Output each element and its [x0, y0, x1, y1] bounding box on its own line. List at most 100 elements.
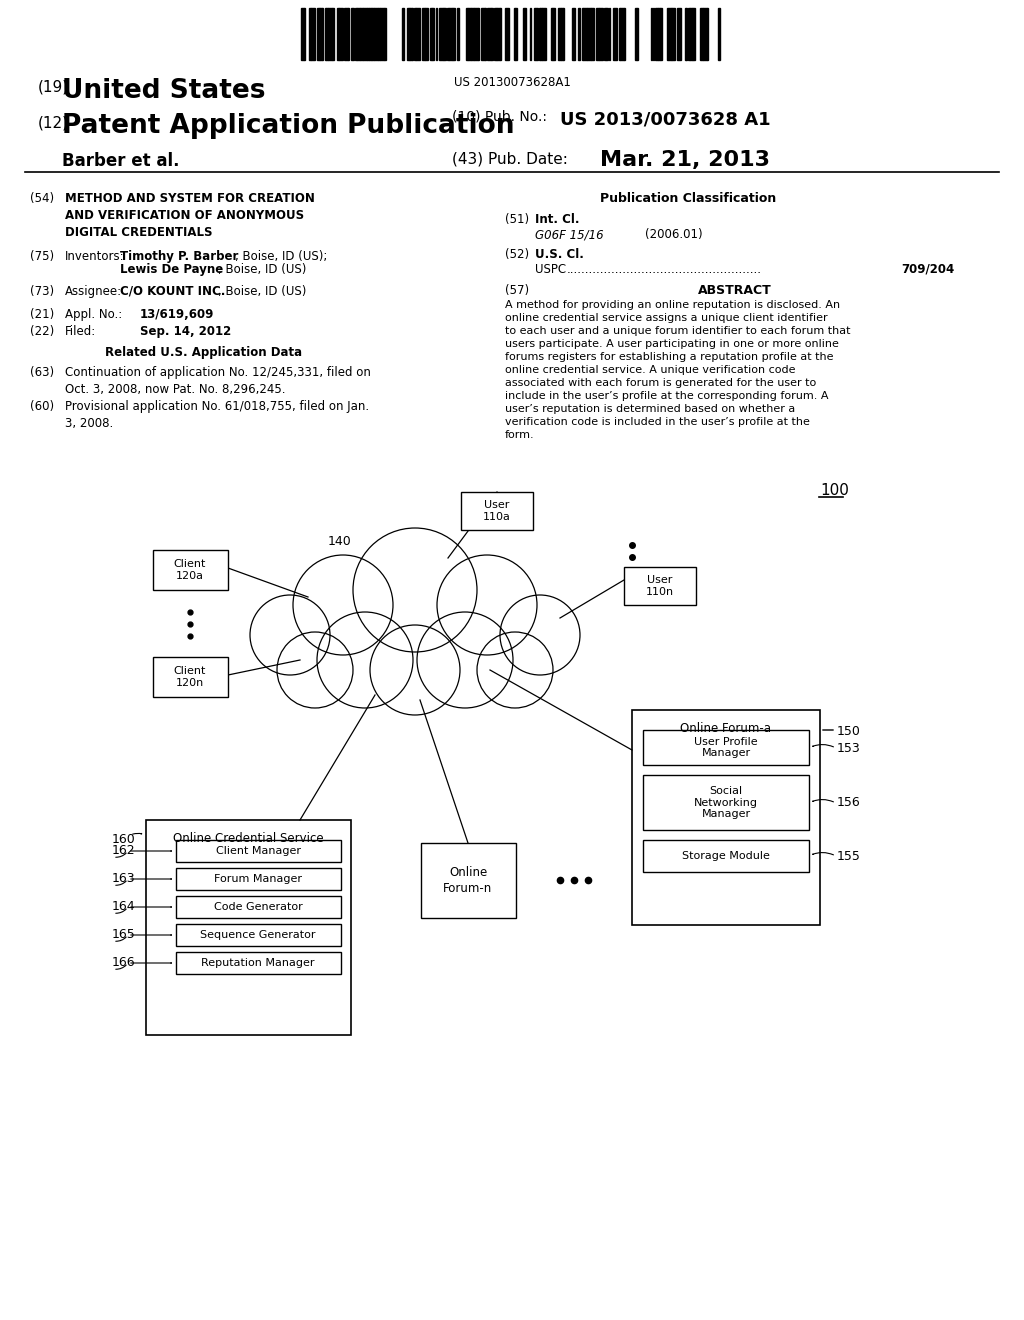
Bar [301, 8, 304, 59]
Bar [515, 8, 517, 59]
Bar [422, 8, 425, 59]
Bar [540, 8, 542, 59]
Bar [175, 924, 341, 946]
Text: (10) Pub. No.:: (10) Pub. No.: [452, 110, 547, 124]
Text: Online Forum-a: Online Forum-a [681, 722, 771, 735]
Text: 162: 162 [112, 845, 135, 858]
Bar [414, 8, 416, 59]
Text: 709/204: 709/204 [902, 263, 955, 276]
Bar [449, 8, 452, 59]
Text: METHOD AND SYSTEM FOR CREATION
AND VERIFICATION OF ANONYMOUS
DIGITAL CREDENTIALS: METHOD AND SYSTEM FOR CREATION AND VERIF… [65, 191, 314, 239]
Bar [311, 8, 315, 59]
Bar [430, 8, 432, 59]
Bar [407, 8, 409, 59]
Bar [471, 8, 474, 59]
Text: Assignee:: Assignee: [65, 285, 122, 298]
Bar [466, 8, 468, 59]
Text: Inventors:: Inventors: [65, 249, 125, 263]
FancyArrowPatch shape [813, 800, 834, 801]
Bar [425, 8, 428, 59]
Circle shape [370, 624, 460, 715]
Text: 164: 164 [112, 900, 135, 913]
Text: Lewis De Payne: Lewis De Payne [120, 263, 223, 276]
Text: ....................................................: ........................................… [567, 263, 762, 276]
Circle shape [417, 612, 513, 708]
Text: Code Generator: Code Generator [214, 902, 302, 912]
Bar [372, 8, 374, 59]
Bar [643, 730, 809, 766]
Text: associated with each forum is generated for the user to: associated with each forum is generated … [505, 378, 816, 388]
Text: United States: United States [62, 78, 265, 104]
Bar [175, 869, 341, 890]
Bar [542, 8, 546, 59]
Bar [494, 8, 496, 59]
Bar [457, 8, 459, 59]
Bar [561, 8, 563, 59]
Bar [453, 8, 455, 59]
Bar [357, 8, 360, 59]
Text: 155: 155 [837, 850, 861, 862]
Bar [677, 8, 681, 59]
Bar [374, 8, 378, 59]
Text: Provisional application No. 61/018,755, filed on Jan.
3, 2008.: Provisional application No. 61/018,755, … [65, 400, 369, 430]
Text: Appl. No.:: Appl. No.: [65, 308, 122, 321]
FancyArrowPatch shape [116, 937, 126, 941]
Text: 100: 100 [820, 483, 849, 498]
Bar [604, 8, 606, 59]
Bar [688, 8, 690, 59]
Text: A method for providing an online reputation is disclosed. An: A method for providing an online reputat… [505, 300, 840, 310]
Bar [583, 8, 587, 59]
Bar [384, 8, 386, 59]
Text: Social
Networking
Manager: Social Networking Manager [694, 785, 758, 820]
Text: Continuation of application No. 12/245,331, filed on
Oct. 3, 2008, now Pat. No. : Continuation of application No. 12/245,3… [65, 366, 371, 396]
Text: forums registers for establishing a reputation profile at the: forums registers for establishing a repu… [505, 352, 834, 362]
Text: User
110a: User 110a [483, 500, 511, 521]
Text: 160: 160 [112, 833, 136, 846]
Bar [667, 8, 671, 59]
FancyArrowPatch shape [116, 880, 126, 886]
Text: Publication Classification: Publication Classification [600, 191, 776, 205]
Text: Client
120a: Client 120a [174, 560, 206, 581]
Bar [660, 8, 662, 59]
Bar [461, 492, 534, 531]
Text: Client Manager: Client Manager [215, 846, 300, 855]
Text: (52): (52) [505, 248, 529, 261]
Circle shape [317, 612, 413, 708]
Bar [606, 8, 608, 59]
Text: online credential service assigns a unique client identifier: online credential service assigns a uniq… [505, 313, 827, 323]
Bar [591, 8, 594, 59]
Text: Int. Cl.: Int. Cl. [535, 213, 580, 226]
Bar [410, 8, 412, 59]
Bar [587, 8, 591, 59]
Bar [339, 8, 343, 59]
Circle shape [353, 528, 477, 652]
Bar [613, 8, 617, 59]
Bar [505, 8, 509, 59]
Text: (63): (63) [30, 366, 54, 379]
Bar [367, 8, 369, 59]
Bar [175, 840, 341, 862]
Bar [432, 8, 434, 59]
Text: (73): (73) [30, 285, 54, 298]
Bar [578, 8, 580, 59]
Text: (43) Pub. Date:: (43) Pub. Date: [452, 152, 568, 168]
Bar [718, 8, 720, 59]
Text: User Profile
Manager: User Profile Manager [694, 737, 758, 758]
Bar [690, 8, 692, 59]
Bar [572, 8, 575, 59]
Text: user’s reputation is determined based on whether a: user’s reputation is determined based on… [505, 404, 796, 414]
Text: 165: 165 [112, 928, 136, 941]
Bar [599, 8, 603, 59]
Text: ABSTRACT: ABSTRACT [698, 284, 772, 297]
Text: C/O KOUNT INC.: C/O KOUNT INC. [120, 285, 225, 298]
Bar [558, 8, 561, 59]
Text: (54): (54) [30, 191, 54, 205]
Bar [635, 8, 637, 59]
Circle shape [500, 595, 580, 675]
Text: Sequence Generator: Sequence Generator [201, 931, 315, 940]
FancyArrowPatch shape [116, 965, 126, 969]
Text: users participate. A user participating in one or more online: users participate. A user participating … [505, 339, 839, 348]
Text: Timothy P. Barber: Timothy P. Barber [120, 249, 239, 263]
Bar [620, 8, 624, 59]
Text: , Boise, ID (US): , Boise, ID (US) [218, 263, 306, 276]
